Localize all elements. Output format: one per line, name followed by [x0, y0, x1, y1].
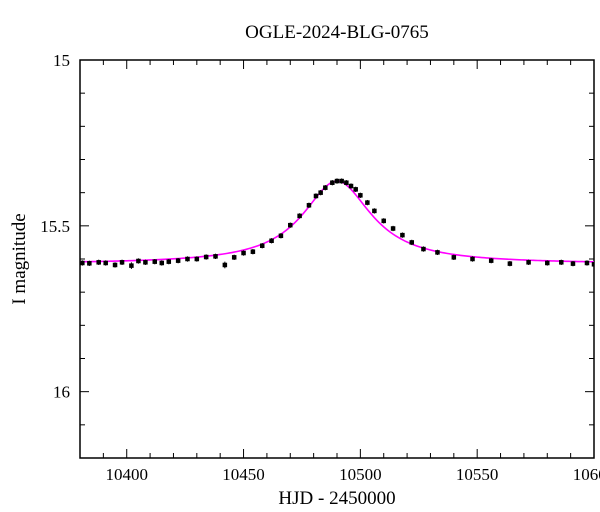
data-point [421, 247, 426, 252]
data-point [143, 260, 148, 265]
data-point [559, 260, 564, 265]
data-point [195, 257, 200, 262]
data-point [323, 185, 328, 190]
data-point [307, 203, 312, 208]
data-point [335, 179, 340, 184]
chart-title: OGLE-2024-BLG-0765 [245, 22, 429, 43]
data-point [372, 209, 377, 214]
data-point [167, 259, 172, 264]
data-point [330, 180, 335, 185]
data-point [318, 190, 323, 195]
data-point [113, 263, 118, 268]
data-point [260, 243, 265, 248]
data-point [251, 249, 256, 254]
data-point [410, 240, 415, 245]
data-point [391, 226, 396, 231]
data-point [435, 250, 440, 255]
data-point [160, 261, 165, 266]
data-point [339, 179, 344, 184]
data-point [353, 187, 358, 192]
x-tick-label: 10550 [456, 465, 499, 484]
data-point [269, 239, 274, 244]
data-point [470, 257, 475, 262]
x-tick-label: 10450 [222, 465, 265, 484]
data-point [176, 258, 181, 263]
x-axis-label: HJD - 2450000 [278, 488, 395, 509]
data-point [344, 180, 349, 185]
data-point [241, 251, 246, 256]
data-point [288, 223, 293, 228]
y-tick-label: 16 [53, 383, 70, 402]
x-tick-label: 10400 [105, 465, 148, 484]
data-point [153, 259, 158, 264]
data-point [136, 259, 141, 264]
data-point [120, 260, 125, 265]
data-point [585, 261, 590, 266]
data-point [508, 261, 512, 266]
data-point [297, 214, 302, 219]
data-point [489, 258, 494, 263]
y-tick-label: 15.5 [40, 217, 70, 236]
data-point [545, 261, 550, 266]
data-point [80, 261, 85, 266]
data-point [129, 263, 134, 268]
data-point [185, 257, 190, 262]
data-point [223, 263, 228, 268]
data-point [87, 261, 92, 266]
data-point [279, 234, 284, 239]
data-point [592, 262, 597, 267]
data-point [526, 260, 531, 265]
data-point [571, 261, 576, 266]
data-point [103, 261, 108, 266]
lightcurve-chart: 10400 10450 10500 10550 10600 15 15.5 16 OGLE-2… [0, 0, 600, 512]
data-point [349, 184, 354, 189]
data-point [365, 200, 370, 205]
data-point [204, 255, 209, 260]
data-point [358, 193, 363, 198]
y-tick-label: 15 [53, 51, 70, 70]
data-point [232, 255, 237, 260]
y-axis-label: I magnitude [9, 213, 30, 304]
x-tick-label: 10500 [339, 465, 382, 484]
data-point [400, 233, 405, 238]
data-point [213, 254, 218, 259]
data-point [381, 219, 386, 224]
data-point [452, 255, 457, 260]
plot-area: 10400 10450 10500 10550 10600 15 15.5 16 [40, 51, 600, 484]
data-point [314, 194, 319, 199]
data-point [96, 260, 101, 265]
x-tick-label: 10600 [573, 465, 600, 484]
